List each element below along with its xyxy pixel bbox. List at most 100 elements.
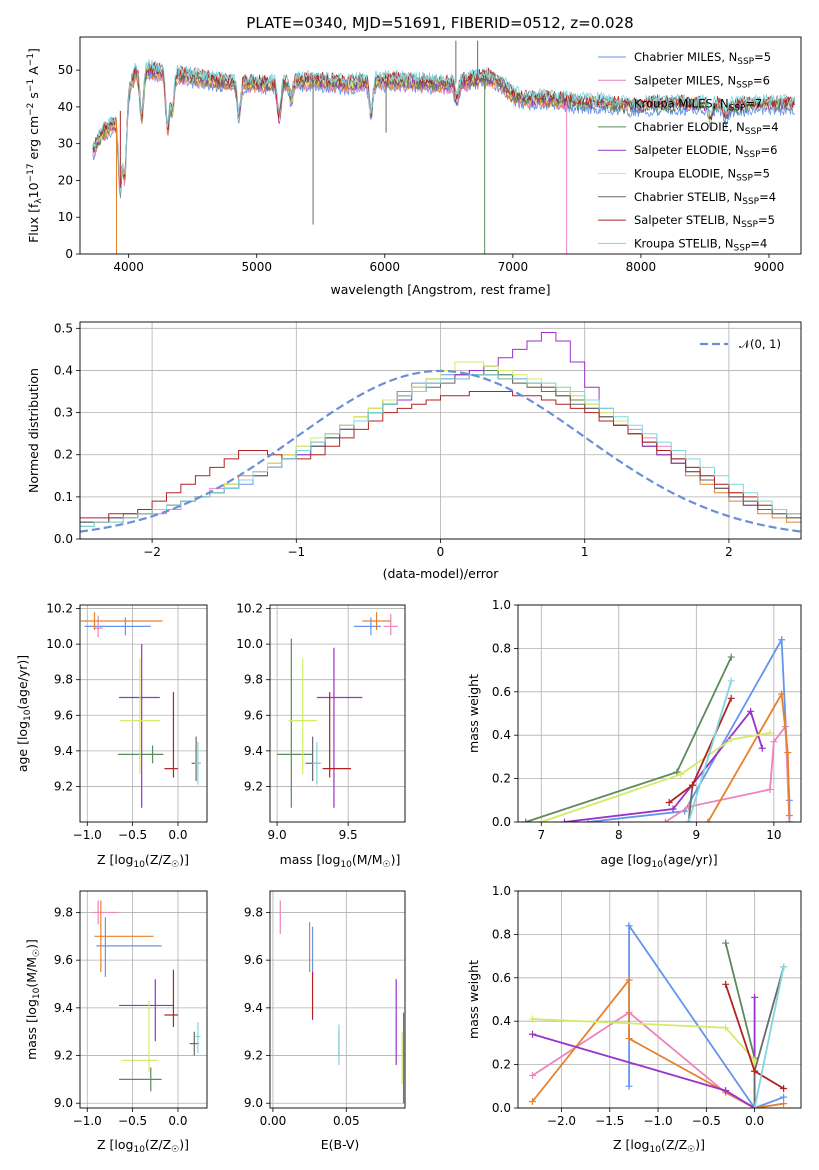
weight_vs_age-point-marker (727, 694, 735, 702)
residuals-xtick-label: −2 (143, 545, 161, 559)
weight_vs_Z-ytick-label: 0.6 (492, 971, 511, 985)
weight_vs_Z-point-marker (722, 939, 730, 947)
age_vs_Z-frame (79, 604, 208, 823)
spectrum-ytick-label: 0 (65, 247, 73, 261)
age_vs_Z-xtick-label: −0.5 (118, 828, 147, 842)
weight_vs_Z-point-marker (780, 1084, 788, 1092)
mass_vs_ebv-axes: 0.00 0.05 9.0 9.2 9.4 9.6 9.8 (244, 891, 405, 1128)
weight_vs_Z-ytick-label: 0.2 (492, 1058, 511, 1072)
mass_vs_Z-xtick-label: −1.0 (73, 1114, 102, 1128)
weight_vs_Z-series-line (532, 1018, 756, 1108)
mass_vs_Z-xtick-label: −0.5 (118, 1114, 147, 1128)
weight_vs_age-point-marker (747, 707, 755, 715)
weight_vs_Z-xtick-label: 0.0 (745, 1114, 764, 1128)
age_vs_Z-xtick-label: 0.0 (168, 828, 187, 842)
weight_vs_Z-series-line (724, 942, 756, 1059)
residuals-reference-gaussian (80, 369, 801, 533)
weight_vs_Z-xlabel: Z [log10(Z/Z☉)] (613, 1137, 705, 1155)
age_vs_mass-xtick-label: 9.0 (268, 828, 287, 842)
residuals-ylabel: Normed distribution (26, 368, 41, 493)
spectrum-legend-label: Salpeter STELIB, NSSP=5 (634, 213, 775, 230)
weight_vs_Z-xtick-label: −2.0 (547, 1114, 576, 1128)
residuals-lines (80, 332, 801, 533)
spectrum-legend-label: Salpeter ELODIE, NSSP=6 (634, 143, 777, 160)
weight_vs_Z-point-marker (751, 1104, 759, 1108)
residuals-xtick-label: −1 (287, 545, 305, 559)
weight_vs_age-series-line (564, 709, 764, 822)
mass_vs_ebv-ytick-label: 9.0 (244, 1096, 263, 1110)
weight_vs_age-ytick-label: 0.8 (492, 641, 511, 655)
weight_vs_Z-point-marker (722, 1024, 730, 1032)
mass_vs_Z-points (93, 900, 201, 1092)
spectrum-legend-label: Chabrier ELODIE, NSSP=4 (634, 120, 779, 137)
weight_vs_Z-point-marker (625, 1082, 633, 1090)
weight_vs_age-point-marker (537, 818, 545, 822)
spectrum-ytick-label: 30 (58, 137, 73, 151)
weight_vs_Z-point-marker (625, 1035, 633, 1043)
mass_vs_Z-ylabel: mass [log10(M/M☉)] (24, 939, 42, 1060)
weight_vs_Z-point-marker (780, 963, 788, 971)
weight_vs_age-frame (517, 604, 802, 823)
weight_vs_Z-point-marker (528, 1071, 536, 1079)
mass_vs_Z-xlabel: Z [log10(Z/Z☉)] (97, 1137, 189, 1155)
age_vs_mass-ytick-label: 9.4 (244, 744, 263, 758)
spectrum-series-line (92, 59, 795, 193)
weight_vs_age-point-marker (673, 768, 681, 776)
spectrum-legend-label: Chabrier MILES, NSSP=5 (634, 50, 771, 67)
residuals-histogram (80, 374, 801, 527)
age_vs_Z-points (80, 612, 201, 808)
age_vs_mass-ytick-label: 9.6 (244, 708, 263, 722)
weight_vs_age-series-line (587, 636, 791, 822)
weight_vs_Z-point-marker (625, 922, 633, 930)
mass_vs_ebv-ytick-label: 9.6 (244, 953, 263, 967)
spectrum-xtick-label: 8000 (626, 260, 657, 274)
mass_vs_ebv-ytick-label: 9.2 (244, 1049, 263, 1063)
weight_vs_Z-ytick-label: 1.0 (492, 884, 511, 898)
age_vs_Z-ytick-label: 9.4 (54, 744, 73, 758)
spectrum-ytick-label: 10 (58, 210, 73, 224)
age_vs_Z-ytick-label: 9.2 (54, 779, 73, 793)
weight_vs_age-xtick-label: 8 (615, 828, 623, 842)
weight_vs_Z-point-marker (625, 976, 633, 984)
weight_vs_age-point-marker (661, 818, 669, 822)
age_vs_mass-points (277, 612, 398, 808)
residuals-xtick-label: 2 (725, 545, 733, 559)
spectrum-ytick-label: 40 (58, 100, 73, 114)
age_vs_mass-xtick-label: 9.5 (339, 828, 358, 842)
residuals-ytick-label: 0.4 (54, 363, 73, 377)
weight_vs_Z-ytick-label: 0.4 (492, 1014, 511, 1028)
age_vs_Z-ylabel: age [log10(age/yr)] (15, 655, 33, 772)
plots: 4000 5000 6000 7000 8000 900001020304050Chabr… (15, 36, 802, 1155)
residuals-ytick-label: 0.1 (54, 490, 73, 504)
spectrum-xtick-label: 9000 (754, 260, 785, 274)
weight_vs_age-point-marker (522, 818, 530, 822)
spectrum-ytick-label: 50 (58, 63, 73, 77)
weight_vs_age-point-marker (727, 677, 735, 685)
weight_vs_age-point-marker (665, 798, 673, 806)
weight_vs_age-xtick-label: 9 (693, 828, 701, 842)
spectrum-axes: 4000 5000 6000 7000 8000 9000 0 10 20 30 40 50 (58, 63, 785, 274)
weight_vs_age-point-marker (766, 785, 774, 793)
age_vs_Z-axes: −1.0 −0.5 0.0 9.2 9.4 9.6 9.8 10.0 10.2 (46, 602, 207, 842)
spectrum-legend: Chabrier MILES, NSSP=5 Salpeter MILES, NS… (598, 50, 779, 253)
residuals-ytick-label: 0.0 (54, 532, 73, 546)
weight_vs_age-series-line (687, 680, 733, 822)
spectrum-xlabel: wavelength [Angstrom, rest frame] (330, 282, 550, 297)
weight_vs_Z-point-marker (780, 1093, 788, 1101)
mass_vs_ebv-ytick-label: 9.8 (244, 905, 263, 919)
age_vs_mass-axes: 9.0 9.5 9.2 9.4 9.6 9.8 10.0 10.2 (236, 602, 405, 842)
mass_vs_Z-ytick-label: 9.8 (54, 905, 73, 919)
mass_vs_Z-xtick-label: 0.0 (168, 1114, 187, 1128)
weight_vs_age-ylabel: mass weight (466, 674, 481, 753)
weight_vs_age-series-line (525, 656, 733, 822)
weight_vs_age-point-marker (785, 818, 793, 822)
weight_vs_age-point-marker (727, 653, 735, 661)
weight_vs_Z-point-marker (528, 1097, 536, 1105)
spectrum-frame (79, 36, 802, 255)
spectrum-xtick-label: 5000 (241, 260, 272, 274)
weight_vs_age-ytick-label: 1.0 (492, 598, 511, 612)
weight_vs_age-xlabel: age [log10(age/yr)] (600, 852, 717, 870)
age_vs_mass-ytick-label: 9.2 (244, 779, 263, 793)
weight_vs_age-xtick-label: 7 (537, 828, 545, 842)
weight_vs_Z-ytick-label: 0.0 (492, 1101, 511, 1115)
